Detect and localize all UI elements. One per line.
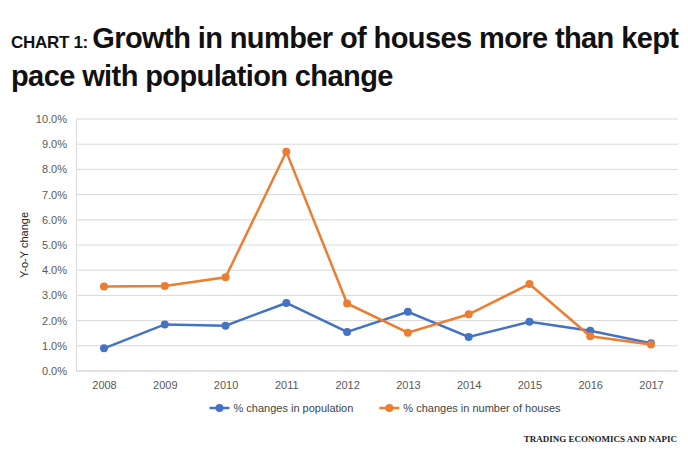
point	[647, 341, 655, 349]
point	[404, 329, 412, 337]
point	[343, 299, 351, 307]
x-tick-label: 2013	[396, 379, 420, 391]
x-tick-label: 2008	[92, 379, 116, 391]
y-tick: 4.0%	[42, 264, 76, 276]
y-tick-label: 0.0%	[42, 365, 67, 377]
grid-line	[76, 194, 678, 195]
grid-line	[76, 371, 678, 372]
point	[100, 344, 108, 352]
grid-line	[76, 295, 678, 296]
grid-line	[76, 219, 678, 220]
grid-line	[76, 345, 678, 346]
point	[404, 308, 412, 316]
point	[282, 148, 290, 156]
x-tick: 2012	[335, 371, 359, 391]
x-tick-label: 2014	[457, 379, 481, 391]
grid-line	[76, 270, 678, 271]
point	[161, 320, 169, 328]
legend-marker	[215, 404, 223, 412]
source: TRADING ECONOMICS AND NAPIC	[524, 434, 677, 444]
point	[222, 322, 230, 330]
y-tick: 1.0%	[42, 340, 76, 352]
grid-line	[76, 144, 678, 145]
y-tick-label: 10.0%	[36, 113, 67, 125]
x-tick: 2016	[578, 371, 602, 391]
series-line	[104, 152, 651, 345]
chart: CHART 1: Growth in number of houses more…	[0, 0, 688, 450]
y-tick-label: 6.0%	[42, 214, 67, 226]
x-tick: 2015	[518, 371, 542, 391]
grid	[76, 119, 678, 371]
point	[222, 273, 230, 281]
y-tick-label: 7.0%	[42, 189, 67, 201]
title: CHART 1: Growth in number of houses more…	[11, 22, 679, 54]
x-tick: 2013	[396, 371, 420, 391]
y-axis-line	[76, 120, 77, 372]
legend-item: % changes in population	[209, 402, 353, 414]
legend-label: % changes in population	[233, 402, 353, 414]
y-axis-title: Y-o-Y change	[18, 212, 30, 278]
y-tick: 6.0%	[42, 214, 76, 226]
x-axis: 2008 2009 2010 2011 2012 2013 2014 2015 2016 2017	[76, 371, 678, 391]
x-tick: 2009	[153, 371, 177, 391]
x-tick-label: 2015	[518, 379, 542, 391]
legend: % changes in population % changes in numb…	[209, 402, 561, 414]
series-line	[104, 303, 651, 348]
y-tick: 7.0%	[42, 189, 76, 201]
y-tick-label: 2.0%	[42, 315, 67, 327]
point	[343, 328, 351, 336]
x-tick: 2010	[214, 371, 238, 391]
x-tick-label: 2009	[153, 379, 177, 391]
y-tick-label: 9.0%	[42, 138, 67, 150]
plot-area	[100, 148, 655, 353]
point	[525, 318, 533, 326]
x-tick-label: 2011	[275, 379, 299, 391]
x-axis-line	[76, 371, 678, 372]
point	[100, 283, 108, 291]
x-tick: 2008	[92, 371, 116, 391]
point	[161, 282, 169, 290]
title: pace with population change	[11, 60, 393, 92]
legend-label: % changes in number of houses	[403, 402, 561, 414]
y-tick: 5.0%	[42, 239, 76, 251]
y-axis: 0.0% 1.0% 2.0% 3.0% 4.0% 5.0% 6.0% 7.0% 8.0% 9.0%…	[36, 113, 77, 377]
y-tick: 8.0%	[42, 163, 76, 175]
y-tick-label: 5.0%	[42, 239, 67, 251]
x-tick: 2014	[457, 371, 481, 391]
legend-marker	[385, 404, 393, 412]
x-tick: 2011	[275, 371, 299, 391]
legend-item: % changes in number of houses	[379, 402, 561, 414]
y-tick: 2.0%	[42, 315, 76, 327]
y-tick: 3.0%	[42, 289, 76, 301]
point	[525, 280, 533, 288]
point	[465, 333, 473, 341]
y-tick: 10.0%	[36, 113, 76, 125]
y-tick: 0.0%	[42, 365, 76, 377]
y-tick-label: 3.0%	[42, 289, 67, 301]
x-tick-label: 2012	[335, 379, 359, 391]
y-tick: 9.0%	[42, 138, 76, 150]
title-group: CHART 1: Growth in number of houses more…	[11, 22, 679, 92]
point	[282, 299, 290, 307]
point	[586, 332, 594, 340]
y-tick-label: 1.0%	[42, 340, 67, 352]
x-tick: 2017	[639, 371, 663, 391]
y-tick-label: 8.0%	[42, 163, 67, 175]
x-tick-label: 2017	[639, 379, 663, 391]
point	[465, 310, 473, 318]
grid-line	[76, 119, 678, 120]
x-tick-label: 2016	[578, 379, 602, 391]
y-tick-label: 4.0%	[42, 264, 67, 276]
grid-line	[76, 245, 678, 246]
grid-line	[76, 169, 678, 170]
x-tick-label: 2010	[214, 379, 238, 391]
